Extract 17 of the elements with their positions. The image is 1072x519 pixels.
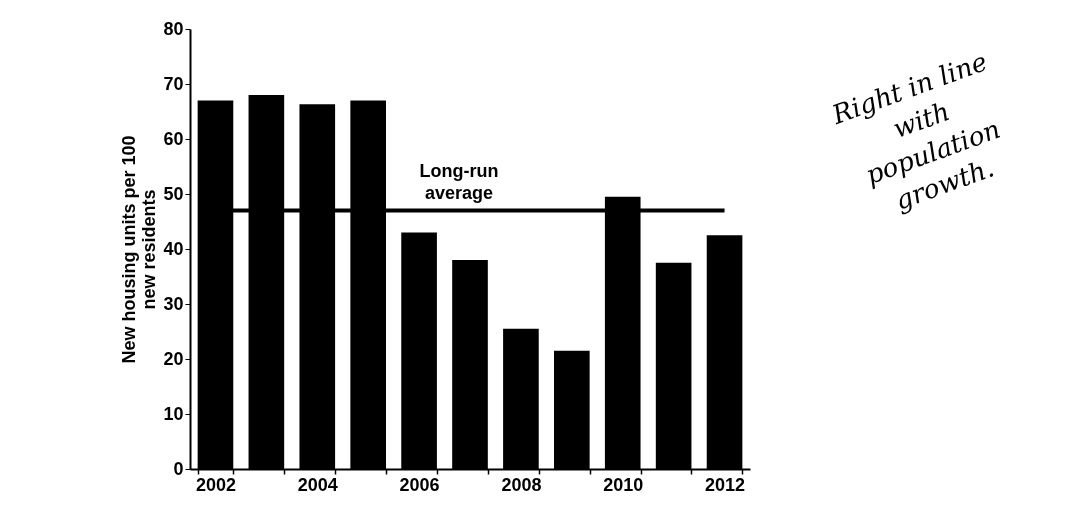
y-tick-label: 40 xyxy=(163,238,184,259)
y-tick-label: 70 xyxy=(163,73,184,94)
y-tick-label: 30 xyxy=(163,293,184,314)
x-tick-label: 2006 xyxy=(399,474,440,495)
x-tick-label: 2010 xyxy=(603,474,644,495)
x-tick-label: 2004 xyxy=(297,474,338,495)
x-tick-label: 2012 xyxy=(705,474,746,495)
y-tick-label: 20 xyxy=(163,348,184,369)
y-axis-title: New housing units per 100 new residents xyxy=(119,135,160,364)
y-tick-label: 50 xyxy=(163,183,184,204)
ref-line-label: Long-run average xyxy=(419,160,499,203)
x-tick-label: 2008 xyxy=(501,474,542,495)
y-tick-label: 0 xyxy=(173,458,184,479)
y-tick-label: 10 xyxy=(163,403,184,424)
y-tick-label: 80 xyxy=(163,18,184,39)
y-tick-label: 60 xyxy=(163,128,184,149)
x-tick-label: 2002 xyxy=(195,474,236,495)
